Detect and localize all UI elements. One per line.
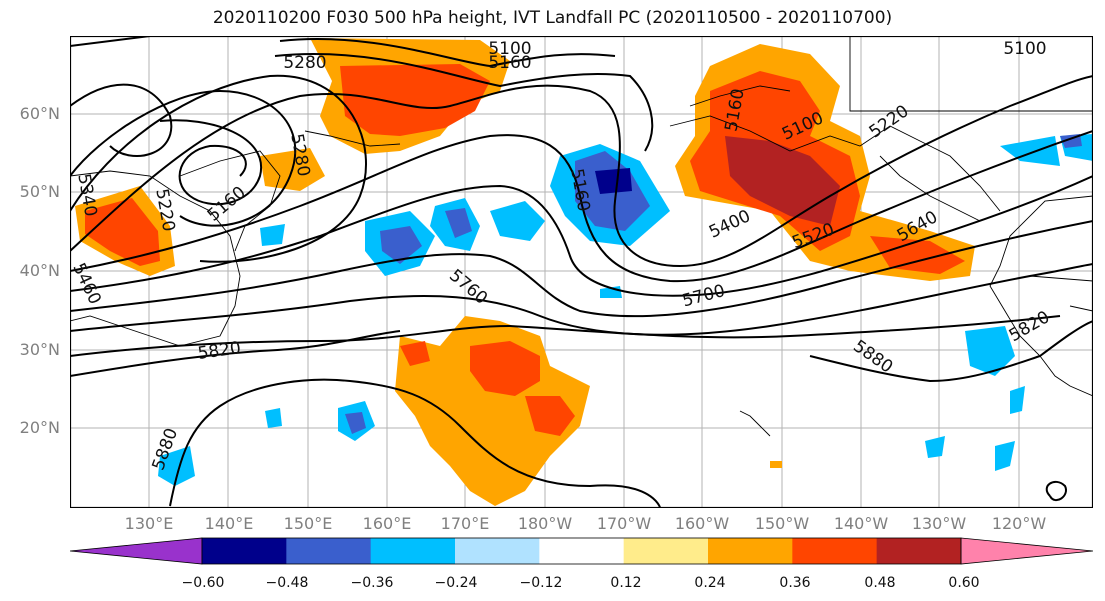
height-contours [70,36,1093,508]
colorbar-cell [792,538,878,564]
colorbar-tick-label: 0.12 [610,575,642,591]
lon-label: 180°W [517,514,573,533]
colorbar-cell [876,538,962,564]
positive-ivt-shading [75,38,975,506]
lat-label: 40°N [19,261,60,280]
colorbar-tick-label: 0.36 [779,575,811,591]
lat-label: 60°N [19,104,60,123]
colorbar-cell [370,538,456,564]
coastlines [70,36,1093,437]
lat-label: 30°N [19,340,60,359]
colorbar-tick-label: −0.48 [265,575,309,591]
colorbar-cell [708,538,793,564]
lon-label: 130°W [911,514,967,533]
colorbar-cell [455,538,540,564]
colorbar-tick-label: −0.24 [434,575,478,591]
lat-label: 50°N [19,182,60,201]
negative-ivt-shading [158,134,1093,486]
colorbar-extend-high [960,537,1093,565]
colorbar-tick-label: 0.60 [948,575,980,591]
colorbar-cell [539,538,625,564]
colorbar-tick-label: −0.12 [519,575,563,591]
lon-label: 140°E [204,514,254,533]
contour-label: 5160 [488,53,531,73]
colorbar-cell [202,538,287,564]
contour-label: 5280 [283,53,326,73]
colorbar-cell [623,538,709,564]
lat-label: 20°N [19,418,60,437]
lon-label: 130°E [124,514,174,533]
colorbar-frame [201,537,962,565]
colorbar-extend-low [70,537,203,565]
lon-label: 150°W [754,514,810,533]
colorbar-tick-label: 0.24 [694,575,726,591]
map-panel: 5100 5160 5280 5340 5220 5160 5280 5100 … [70,36,1093,508]
colorbar-tick-label: −0.60 [181,575,225,591]
contour-label: 5100 [1003,39,1046,59]
lon-label: 160°E [362,514,412,533]
colorbar [70,537,1093,565]
map-frame [70,36,1093,508]
lon-label: 170°E [440,514,490,533]
colorbar-cell [286,538,372,564]
contour-label: 5100 [488,39,531,59]
lon-label: 140°W [833,514,889,533]
map-title: 2020110200 F030 500 hPa height, IVT Land… [212,8,893,28]
lon-label: 170°W [596,514,652,533]
colorbar-tick-label: 0.48 [864,575,896,591]
colorbar-tick-label: −0.36 [350,575,394,591]
lon-label: 160°W [674,514,730,533]
lon-label: 150°E [283,514,333,533]
lon-label: 120°W [991,514,1047,533]
